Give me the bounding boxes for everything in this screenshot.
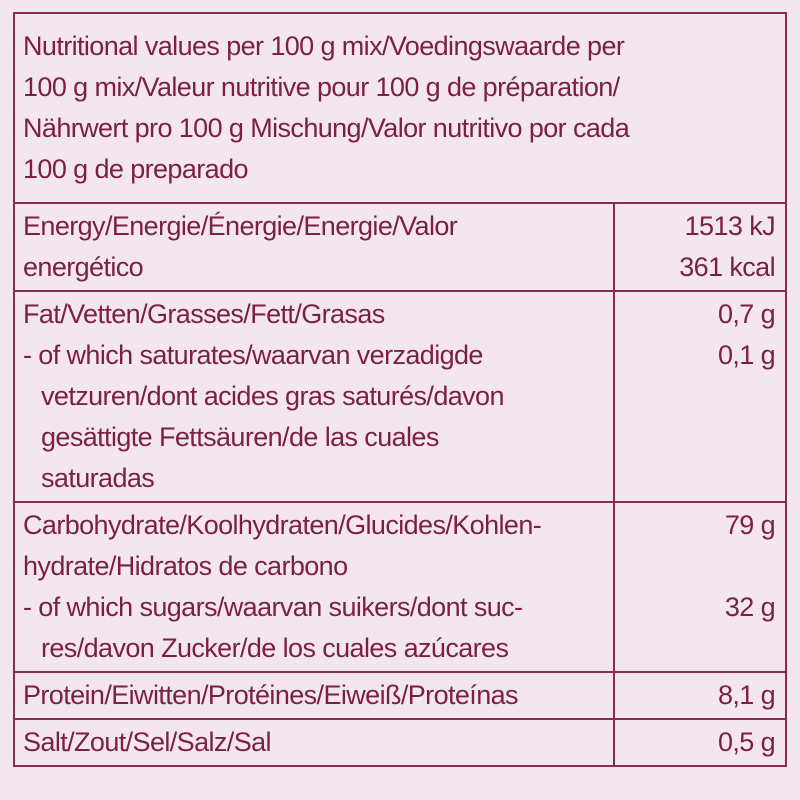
value-item: 0,7 g — [615, 294, 776, 335]
label-cell: Salt/Zout/Sel/Salz/Sal — [15, 720, 615, 765]
value-line: 32 g — [724, 592, 776, 622]
header-line: 100 g mix/Valeur nutritive pour 100 g de… — [23, 72, 620, 102]
label-line: Salt/Zout/Sel/Salz/Sal — [23, 727, 272, 757]
label-item: Salt/Zout/Sel/Salz/Sal — [23, 722, 613, 763]
label-line: hydrate/Hidratos de carbono — [23, 551, 348, 581]
value-line: 0,1 g — [717, 340, 776, 370]
label-line: energético — [23, 252, 144, 282]
value-cell: 0,5 g — [615, 720, 785, 765]
value-item: 1513 kJ 361 kcal — [615, 206, 775, 288]
label-line: saturadas — [41, 463, 155, 493]
value-line: 0,7 g — [717, 299, 776, 329]
label-item: Energy/Energie/Énergie/Energie/Valor ener… — [23, 206, 613, 288]
label-line: Protein/Eiwitten/Protéines/Eiweiß/Proteí… — [23, 680, 519, 710]
spacer — [615, 376, 775, 417]
table-row: Salt/Zout/Sel/Salz/Sal 0,5 g — [15, 720, 785, 765]
label-line: vetzuren/dont acides gras saturés/davon — [41, 381, 504, 411]
value-line: 0,5 g — [717, 727, 776, 757]
label-item: - of which sugars/waarvan suikers/dont s… — [23, 587, 613, 669]
value-line: 8,1 g — [717, 680, 776, 710]
spacer — [615, 546, 775, 587]
label-cell: Fat/Vetten/Grasses/Fett/Grasas - of which… — [15, 292, 615, 501]
value-cell: 1513 kJ 361 kcal — [615, 204, 785, 290]
spacer — [615, 417, 775, 458]
value-item: 0,1 g — [615, 335, 776, 499]
table-row: Fat/Vetten/Grasses/Fett/Grasas - of which… — [15, 292, 785, 503]
header: Nutritional values per 100 g mix/Voeding… — [15, 14, 785, 204]
value-cell: 0,7 g 0,1 g — [615, 292, 785, 501]
label-line: - of which sugars/waarvan suikers/dont s… — [23, 592, 523, 622]
label-cell: Protein/Eiwitten/Protéines/Eiweiß/Proteí… — [15, 673, 615, 718]
value-cell: 79 g 32 g — [615, 503, 785, 671]
nutrition-table: Nutritional values per 100 g mix/Voeding… — [13, 12, 787, 767]
value-line: 361 kcal — [679, 252, 775, 282]
label-line: Fat/Vetten/Grasses/Fett/Grasas — [23, 299, 385, 329]
value-item: 0,5 g — [615, 722, 776, 763]
header-line: Nutritional values per 100 g mix/Voeding… — [23, 31, 625, 61]
table-row: Energy/Energie/Énergie/Energie/Valor ener… — [15, 204, 785, 292]
value-item: 8,1 g — [615, 675, 776, 716]
spacer — [615, 628, 775, 669]
label-line: - of which saturates/waarvan verzadigde — [23, 340, 483, 370]
value-item: 79 g — [615, 505, 776, 587]
value-line: 79 g — [724, 510, 776, 540]
label-item: Fat/Vetten/Grasses/Fett/Grasas — [23, 294, 613, 335]
value-item: 32 g — [615, 587, 776, 669]
label-line: gesättigte Fettsäuren/de las cuales — [41, 422, 439, 452]
header-line: 100 g de preparado — [23, 154, 249, 184]
value-line: 1513 kJ — [684, 211, 776, 241]
label-cell: Energy/Energie/Énergie/Energie/Valor ener… — [15, 204, 615, 290]
label-line: Carbohydrate/Koolhydraten/Glucides/Kohle… — [23, 510, 542, 540]
table-row: Carbohydrate/Koolhydraten/Glucides/Kohle… — [15, 503, 785, 673]
label-item: Protein/Eiwitten/Protéines/Eiweiß/Proteí… — [23, 675, 613, 716]
header-line: Nährwert pro 100 g Mischung/Valor nutrit… — [23, 113, 630, 143]
label-item: - of which saturates/waarvan verzadigde v… — [23, 335, 613, 499]
rows: Energy/Energie/Énergie/Energie/Valor ener… — [15, 204, 785, 765]
label-cell: Carbohydrate/Koolhydraten/Glucides/Kohle… — [15, 503, 615, 671]
value-cell: 8,1 g — [615, 673, 785, 718]
label-line: Energy/Energie/Énergie/Energie/Valor — [23, 211, 458, 241]
table-row: Protein/Eiwitten/Protéines/Eiweiß/Proteí… — [15, 673, 785, 720]
spacer — [615, 458, 775, 499]
label-item: Carbohydrate/Koolhydraten/Glucides/Kohle… — [23, 505, 613, 587]
label-line: res/davon Zucker/de los cuales azúcares — [41, 633, 509, 663]
